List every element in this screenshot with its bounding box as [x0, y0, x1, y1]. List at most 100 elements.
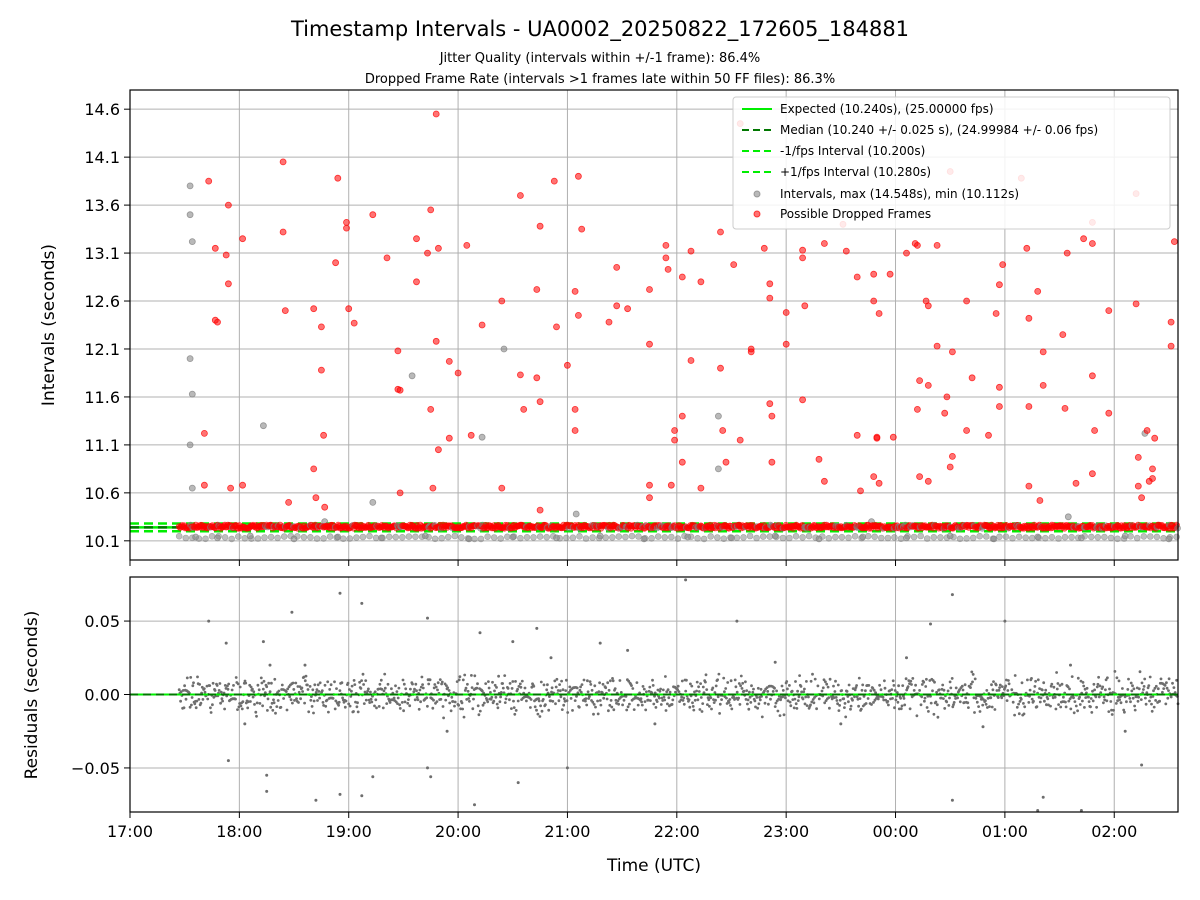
residual-point: [1049, 704, 1052, 708]
dropped-frame-point: [799, 246, 806, 254]
residual-point: [448, 701, 452, 705]
low-interval-point: [1055, 535, 1062, 542]
x-tick-label: 17:00: [107, 822, 153, 841]
residual-point: [688, 705, 692, 709]
residual-point: [1057, 703, 1060, 706]
dropped-frame-point: [432, 337, 440, 345]
residual-point: [329, 683, 333, 687]
residual-point: [230, 688, 234, 692]
low-interval-point: [287, 532, 295, 540]
residual-point: [206, 697, 210, 701]
residual-outlier-point: [905, 656, 908, 660]
residual-point: [879, 688, 883, 692]
residual-point: [811, 672, 814, 676]
dropped-frame-point: [941, 409, 949, 417]
residual-point: [1127, 677, 1130, 681]
residual-point: [1070, 675, 1074, 678]
residual-point: [872, 688, 876, 692]
residual-point: [838, 698, 842, 702]
dropped-frame-point: [815, 455, 823, 463]
low-interval-point: [1160, 534, 1167, 542]
low-interval-point: [628, 532, 636, 540]
residual-point: [605, 697, 609, 701]
dropped-frame-point: [1143, 427, 1151, 434]
residual-point: [628, 702, 631, 706]
residual-point: [748, 695, 752, 699]
residual-point: [993, 708, 997, 711]
dropped-frame-point: [394, 347, 402, 355]
residual-point: [931, 689, 934, 693]
low-interval-point: [300, 533, 308, 541]
dropped-frame-point: [239, 235, 247, 243]
low-interval-point: [832, 533, 839, 541]
dropped-frame-point: [963, 297, 970, 305]
dropped-frame-point: [853, 273, 861, 281]
residual-point: [475, 686, 479, 690]
dropped-frame-point: [1023, 244, 1031, 252]
residual-point: [692, 708, 696, 712]
residual-point: [326, 680, 330, 684]
dropped-frame-point: [214, 318, 221, 326]
residual-point: [763, 689, 766, 693]
residual-point: [586, 679, 589, 683]
residual-point: [1094, 695, 1098, 699]
residual-point: [1082, 684, 1086, 688]
dropped-frame-point: [1059, 331, 1067, 339]
residual-point: [691, 705, 695, 708]
top-y-tick-label: 10.1: [84, 532, 120, 551]
residual-point: [883, 679, 886, 683]
residual-point: [373, 690, 377, 694]
residual-point: [1042, 681, 1046, 685]
low-interval-point: [805, 532, 813, 540]
low-interval-point: [602, 534, 610, 541]
residual-point: [251, 695, 255, 699]
low-interval-point: [556, 534, 564, 542]
residual-point: [463, 673, 467, 677]
residual-point: [463, 689, 467, 692]
residual-point: [1046, 697, 1050, 701]
residual-point: [188, 705, 192, 709]
residual-point: [1107, 710, 1111, 713]
low-interval-point: [871, 533, 879, 541]
low-interval-point: [1173, 533, 1180, 541]
residual-point: [535, 708, 538, 712]
residual-point: [476, 704, 480, 708]
residual-point: [418, 688, 422, 692]
residual-point: [1133, 708, 1137, 712]
residual-point: [843, 702, 847, 705]
residual-point: [263, 691, 267, 694]
low-interval-point: [576, 532, 583, 540]
residual-point: [1154, 684, 1158, 688]
residual-point: [338, 689, 342, 692]
residual-point: [582, 678, 586, 682]
residual-outlier-point: [1079, 809, 1083, 812]
residual-point: [644, 708, 648, 712]
residual-point: [293, 699, 296, 702]
residual-point: [973, 711, 976, 714]
dropped-frame-point: [281, 307, 289, 315]
dropped-frame-point: [224, 201, 232, 209]
residual-point: [310, 705, 314, 708]
residual-point: [258, 702, 262, 705]
dropped-frame-point: [697, 484, 705, 492]
residual-point: [304, 674, 308, 678]
residual-point: [690, 684, 694, 688]
residual-point: [796, 699, 800, 702]
residual-point: [512, 706, 516, 709]
low-interval-point: [1074, 534, 1082, 542]
residual-outlier-point: [981, 725, 985, 729]
residual-point: [277, 689, 281, 693]
dropped-frame-point: [498, 297, 506, 305]
residual-point: [1097, 675, 1100, 679]
residual-point: [695, 680, 699, 684]
dropped-frame-point: [799, 254, 806, 262]
residual-point: [183, 684, 187, 688]
residual-point: [417, 707, 421, 711]
residual-point: [809, 703, 812, 707]
residual-point: [1098, 684, 1102, 688]
dropped-frame-point: [1167, 342, 1175, 350]
residual-point: [435, 700, 439, 703]
dropped-frame-point: [949, 348, 956, 356]
residual-point: [227, 682, 231, 686]
low-interval-point: [733, 534, 741, 542]
